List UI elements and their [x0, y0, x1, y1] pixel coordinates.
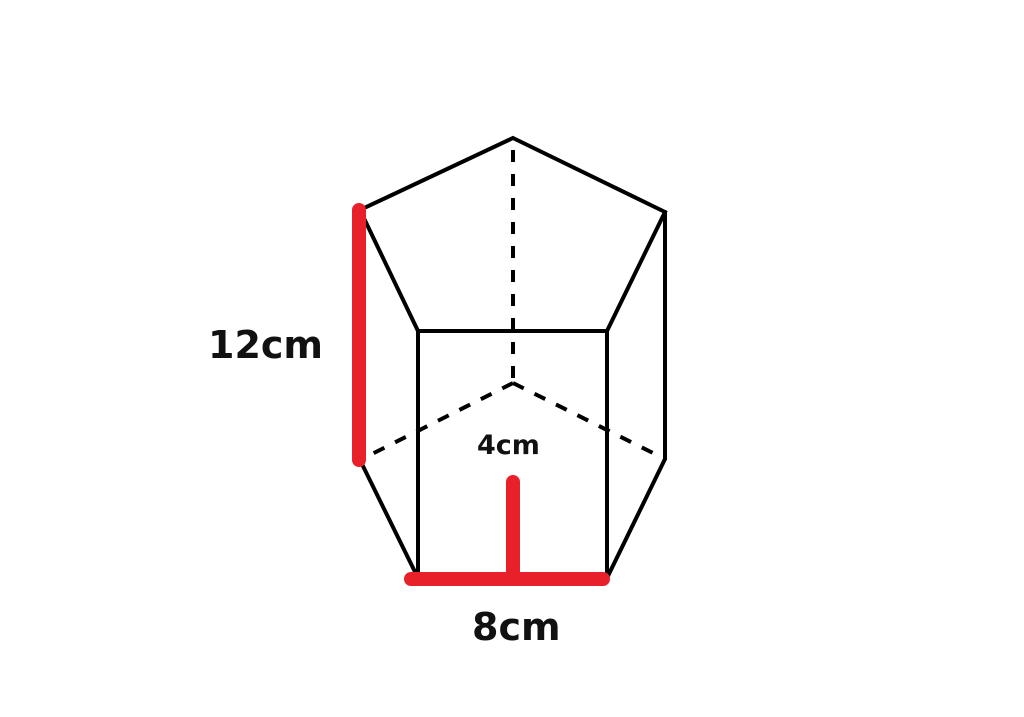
top-pentagon-face	[357, 135, 668, 333]
hidden-base-edge-left	[359, 381, 514, 462]
bottom-edge-right	[605, 457, 667, 580]
side-label: 8cm	[472, 605, 561, 649]
height-label: 12cm	[208, 323, 323, 367]
bottom-edge-left	[358, 458, 420, 580]
apothem-label: 4cm	[477, 430, 540, 461]
hidden-base-edge-right	[512, 381, 666, 461]
